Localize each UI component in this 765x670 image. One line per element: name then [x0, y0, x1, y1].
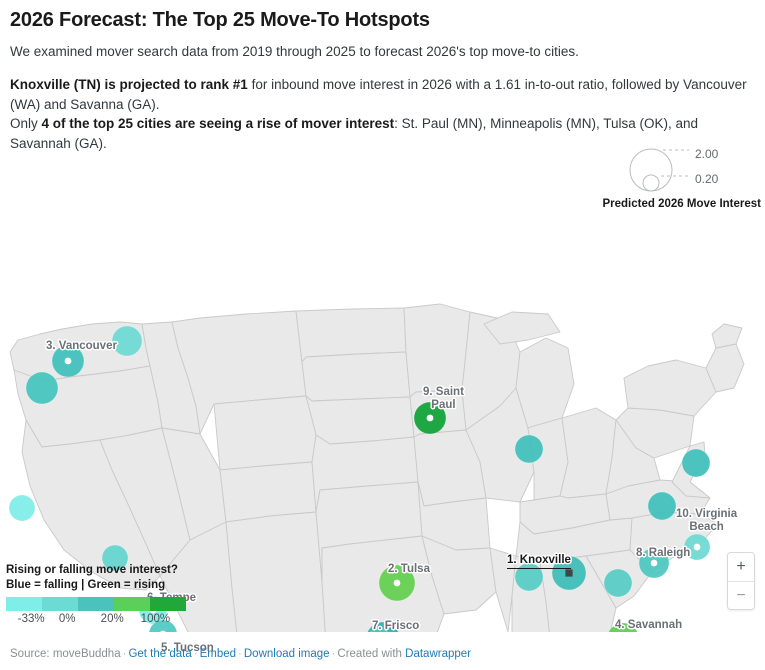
map-zoom-control[interactable]: + − [727, 552, 755, 610]
color-legend-tick-0: -33% [17, 613, 45, 626]
bubble-nashville[interactable] [514, 562, 544, 592]
color-legend-title-line1: Rising or falling move interest? [6, 564, 178, 576]
bubble-portland[interactable] [25, 371, 59, 405]
bubble-seattle[interactable] [111, 325, 143, 357]
footer-separator: · [193, 648, 198, 660]
bubbles-layer[interactable] [0, 152, 765, 632]
bubble-knoxville[interactable] [551, 555, 587, 591]
bubble-las-vegas[interactable] [101, 544, 129, 572]
desc-1-rest: for inbound move interest in 2026 with a… [10, 77, 747, 112]
size-legend-circles [629, 148, 689, 192]
color-legend-title-line2: Blue = falling | Green = rising [6, 578, 166, 591]
description-line-1: Knoxville (TN) is projected to rank #1 f… [10, 75, 755, 114]
footer-separator: · [331, 648, 336, 660]
size-legend-min-value: 0.20 [695, 172, 719, 186]
size-legend-title: Predicted 2026 Move Interest [602, 198, 761, 210]
size-legend-max-value: 2.00 [695, 147, 719, 161]
chart-description: Knoxville (TN) is projected to rank #1 f… [10, 75, 755, 153]
color-legend-swatch-2 [78, 597, 114, 612]
color-legend-swatch-4 [150, 597, 186, 612]
datawrapper-link[interactable]: Datawrapper [405, 648, 471, 660]
bubble-tulsa[interactable] [378, 564, 416, 602]
color-legend-swatch-3 [114, 597, 150, 612]
chart-header: 2026 Forecast: The Top 25 Move-To Hotspo… [0, 0, 765, 153]
footer-separator: · [238, 648, 242, 660]
download-image-link[interactable]: Download image [243, 648, 330, 660]
page-title: 2026 Forecast: The Top 25 Move-To Hotspo… [10, 9, 430, 31]
color-legend-tick-2: 20% [100, 613, 124, 626]
bubble-savannah[interactable] [607, 622, 639, 632]
chart-subtitle: We examined mover search data from 2019 … [10, 44, 579, 59]
footer-separator: · [122, 648, 127, 660]
bubble-raleigh[interactable] [638, 547, 670, 579]
bubble-new-york[interactable] [681, 448, 711, 478]
color-legend: Rising or falling move interest? Blue = … [6, 563, 236, 628]
bubble-frisco[interactable] [366, 621, 400, 632]
bubble-vancouver[interactable] [51, 344, 85, 378]
zoom-out-button[interactable]: − [728, 581, 754, 609]
color-legend-tick-1: 0% [58, 613, 76, 626]
bubble-washington-dc[interactable] [647, 491, 677, 521]
bubble-saint-paul[interactable] [413, 401, 447, 435]
bubble-asheville[interactable] [603, 568, 633, 598]
desc-2-lead: Only [10, 116, 42, 132]
size-legend: 2.00 0.20 Predicted 2026 Move Interest [591, 147, 761, 218]
color-legend-swatch-0 [6, 597, 42, 612]
desc-2-rest: : St. Paul (MN), Minneapolis (MN), Tulsa… [10, 116, 698, 151]
desc-1-emphasis: Knoxville (TN) is projected to rank #1 [10, 77, 248, 93]
bubble-virginia-beach[interactable] [683, 533, 711, 561]
bubble-san-francisco[interactable] [8, 494, 36, 522]
source-label: Source: moveBuddha [10, 648, 121, 660]
color-legend-gradient [6, 597, 186, 612]
zoom-in-button[interactable]: + [728, 553, 754, 581]
get-the-data-link[interactable]: Get the data [128, 648, 192, 660]
description-line-2: Only 4 of the top 25 cities are seeing a… [10, 114, 755, 153]
chart-footer: Source: moveBuddha · Get the data · Embed · Do… [10, 648, 471, 660]
created-with-label: Created with [337, 648, 406, 660]
color-legend-title: Rising or falling move interest? Blue = … [6, 563, 236, 592]
embed-link[interactable]: Embed [199, 648, 237, 660]
bubble-dallas[interactable] [365, 628, 393, 632]
desc-2-emphasis: 4 of the top 25 cities are seeing a rise… [41, 116, 395, 132]
bubble-tucson[interactable] [148, 619, 178, 632]
color-legend-ticks: -33% 0% 20% 100% [6, 613, 186, 628]
bubble-milwaukee[interactable] [514, 434, 544, 464]
color-legend-tick-3: 100% [140, 613, 171, 626]
color-legend-swatch-1 [42, 597, 78, 612]
